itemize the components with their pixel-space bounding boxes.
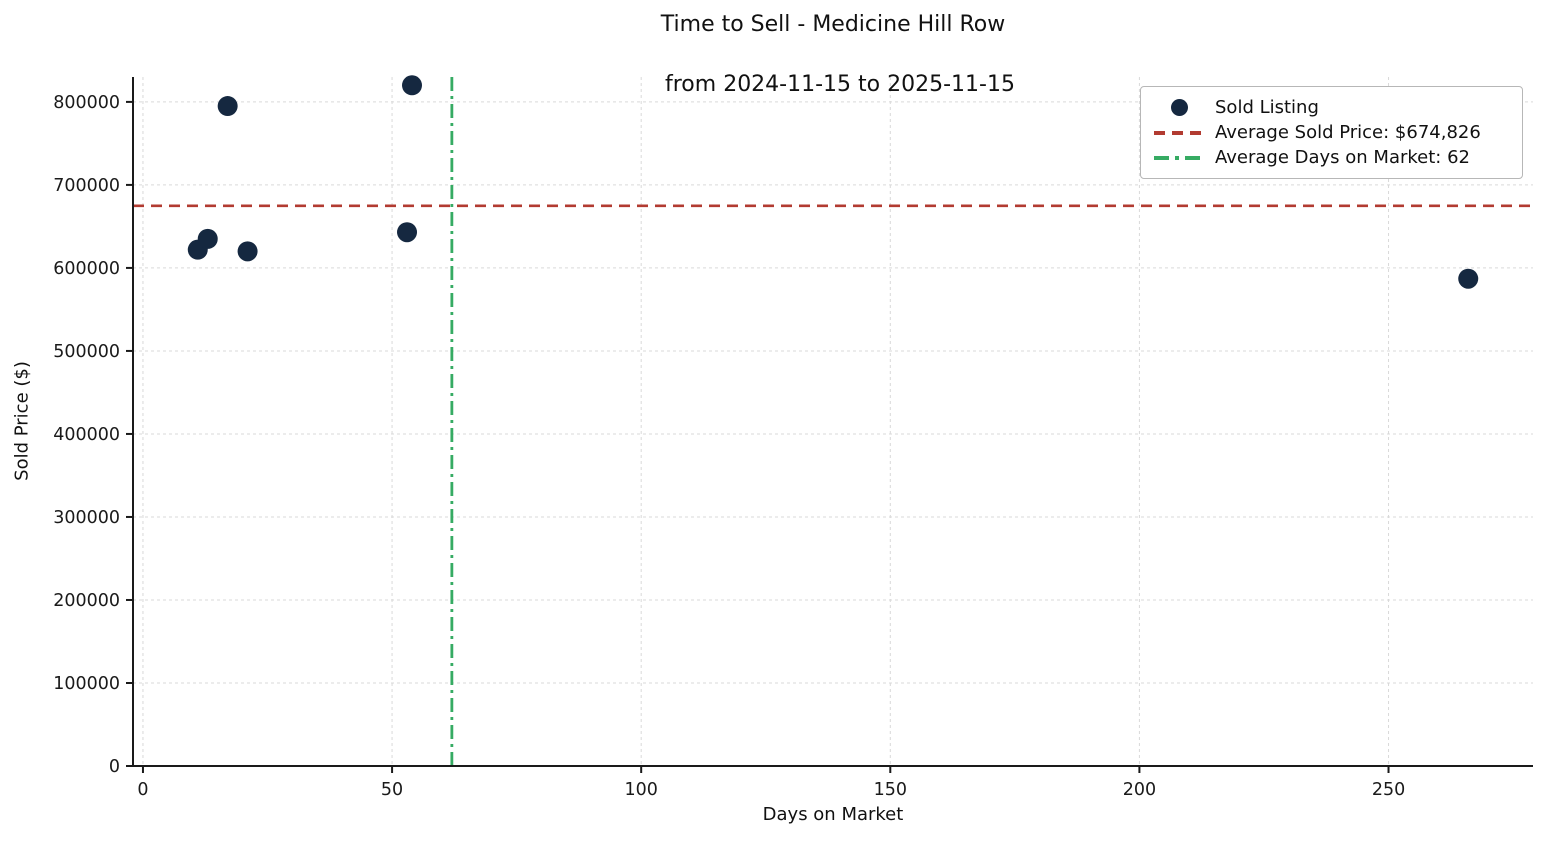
y-tick-label: 0 xyxy=(109,757,120,777)
y-tick-label: 200000 xyxy=(53,591,120,611)
x-tick-label: 150 xyxy=(874,780,907,800)
chart-title-line-2: from 2024-11-15 to 2025-11-15 xyxy=(665,72,1015,97)
x-tick-label: 100 xyxy=(624,780,657,800)
dashed-line-sample-icon xyxy=(1154,130,1204,135)
data-point xyxy=(237,241,258,262)
sold-listing-marker-icon xyxy=(1151,99,1207,116)
data-point xyxy=(1458,268,1479,289)
circle-marker-icon xyxy=(1170,99,1188,116)
y-tick-label: 500000 xyxy=(53,342,120,362)
x-tick-label: 50 xyxy=(381,780,403,800)
y-tick-label: 300000 xyxy=(53,508,120,528)
data-point xyxy=(402,75,423,96)
x-tick-label: 0 xyxy=(137,780,148,800)
y-axis-label: Sold Price ($) xyxy=(11,361,33,481)
data-point xyxy=(197,228,218,249)
data-point xyxy=(397,222,418,243)
legend-label: Average Sold Price: $674,826 xyxy=(1215,122,1481,143)
y-tick-label: 400000 xyxy=(53,425,120,445)
dashed-line-icon xyxy=(1151,130,1207,136)
x-axis-label: Days on Market xyxy=(762,804,904,825)
y-tick-label: 700000 xyxy=(53,176,120,196)
dashdot-line-sample-icon xyxy=(1154,155,1204,160)
x-tick-label: 250 xyxy=(1372,780,1405,800)
data-point xyxy=(217,96,238,117)
y-tick-label: 100000 xyxy=(53,674,120,694)
y-tick-label: 800000 xyxy=(53,93,120,113)
legend-item-average-days-on-market: Average Days on Market: 62 xyxy=(1151,145,1510,170)
legend-item-sold-listing: Sold Listing xyxy=(1151,95,1510,120)
y-tick-label: 600000 xyxy=(53,259,120,279)
dashdot-line-icon xyxy=(1151,155,1207,161)
chart-title: Time to Sell - Medicine Hill Row from 20… xyxy=(133,10,1533,100)
legend-label: Average Days on Market: 62 xyxy=(1215,147,1470,168)
chart-title-line-1: Time to Sell - Medicine Hill Row xyxy=(660,12,1006,37)
x-tick-label: 200 xyxy=(1123,780,1156,800)
legend-item-average-sold-price: Average Sold Price: $674,826 xyxy=(1151,120,1510,145)
legend-label: Sold Listing xyxy=(1215,97,1319,118)
legend: Sold Listing Average Sold Price: $674,82… xyxy=(1140,86,1523,179)
